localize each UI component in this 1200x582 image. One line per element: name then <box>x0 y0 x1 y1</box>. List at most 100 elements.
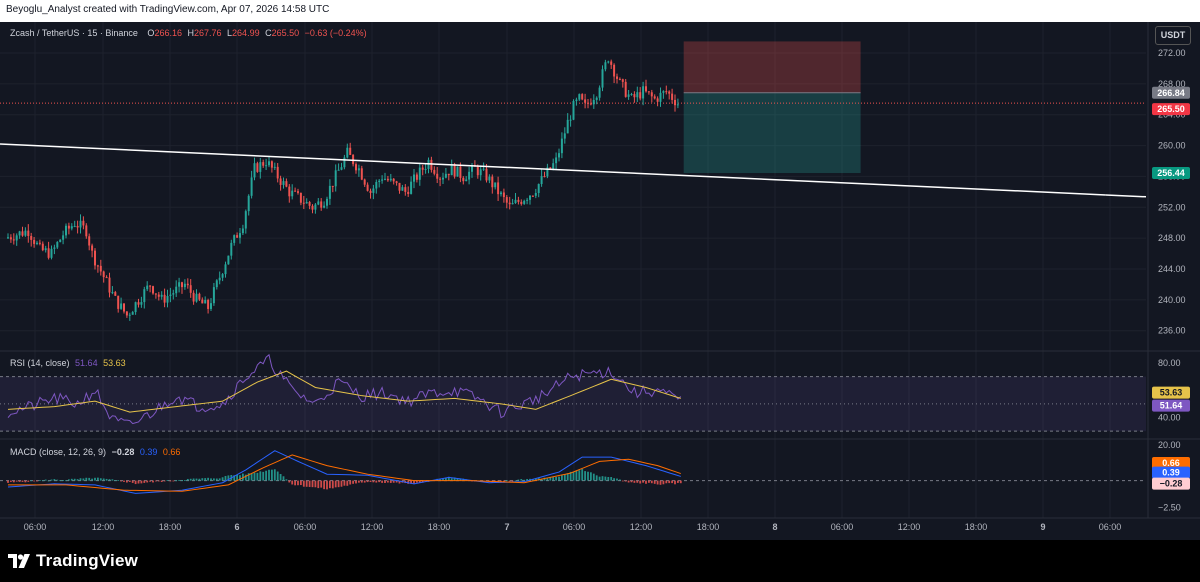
candle-body-197 <box>578 94 581 100</box>
candle-body-30 <box>94 250 96 266</box>
candle-body-132 <box>389 178 392 181</box>
target-price-tag: 256.44 <box>1157 168 1185 178</box>
candle-body-146 <box>430 159 433 170</box>
macd-hist-bar-51 <box>155 480 157 482</box>
candle-body-68 <box>204 299 207 304</box>
candle-body-81 <box>241 228 244 234</box>
low-value: 264.99 <box>232 28 260 38</box>
candle-body-116 <box>343 157 346 168</box>
stop-loss-zone <box>683 41 861 93</box>
macd-hist-bar-140 <box>413 480 415 484</box>
currency-button[interactable]: USDT <box>1155 26 1191 45</box>
candle-body-229 <box>671 93 674 100</box>
candle-body-117 <box>346 147 349 158</box>
macd-label[interactable]: MACD (close, 12, 26, 9) <box>10 447 107 457</box>
candle-body-210 <box>616 76 618 79</box>
macd-hist-bar-20 <box>65 480 67 482</box>
candle-body-17 <box>56 242 59 248</box>
macd-hist-bar-125 <box>369 480 372 483</box>
macd-hist-bar-9 <box>33 480 35 482</box>
macd-hist-bar-223 <box>653 480 656 484</box>
macd-hist-bar-104 <box>308 480 311 487</box>
candle-body-125 <box>369 190 372 193</box>
price-tick-label: 272.00 <box>1158 48 1186 58</box>
time-tick-label: 6 <box>234 522 239 532</box>
candle-body-121 <box>357 168 360 171</box>
macd-hist-bar-107 <box>317 480 320 489</box>
macd-hist-bar-96 <box>285 479 288 481</box>
rsi-label[interactable]: RSI (14, close) <box>10 358 70 368</box>
candle-body-153 <box>450 164 453 176</box>
low-label: L <box>227 28 233 38</box>
candle-body-179 <box>526 199 529 201</box>
candle-body-29 <box>91 245 94 251</box>
macd-hist-bar-134 <box>395 480 398 483</box>
tradingview-logo[interactable]: TradingView <box>8 551 138 571</box>
candle-body-171 <box>502 192 505 198</box>
candle-body-221 <box>647 91 650 93</box>
candle-body-65 <box>195 293 198 302</box>
candle-body-185 <box>543 176 546 178</box>
candle-body-230 <box>674 99 676 106</box>
macd-hist-tag-bg <box>1152 477 1190 490</box>
macd-hist-bar-98 <box>291 480 294 485</box>
macd-hist-bar-72 <box>215 478 218 481</box>
candle-body-21 <box>67 225 70 229</box>
candle-body-130 <box>384 178 386 180</box>
take-profit-zone <box>683 92 861 174</box>
macd-hist-bar-47 <box>143 480 146 483</box>
candle-body-155 <box>456 166 459 177</box>
macd-hist-bar-172 <box>505 480 508 481</box>
macd-hist-bar-68 <box>204 478 207 481</box>
candle-body-111 <box>328 185 331 199</box>
macd-hist-bar-153 <box>450 478 453 481</box>
candle-body-66 <box>198 293 201 300</box>
price-tick-label: 248.00 <box>1158 233 1186 243</box>
macd-hist-bar-4 <box>18 480 21 482</box>
candle-body-214 <box>627 94 630 97</box>
candle-body-200 <box>587 102 589 104</box>
macd-hist-bar-32 <box>99 478 102 481</box>
candle-body-108 <box>320 201 323 208</box>
macd-hist-bar-1 <box>10 480 12 482</box>
macd-hist-bar-7 <box>27 480 30 482</box>
candle-body-43 <box>131 312 134 315</box>
candle-body-3 <box>15 235 18 241</box>
time-tick-label: 12:00 <box>898 522 921 532</box>
candle-body-82 <box>244 211 247 229</box>
macd-hist-bar-168 <box>494 480 497 482</box>
symbol-name[interactable]: Zcash / TetherUS · 15 · Binance <box>10 28 138 38</box>
macd-hist-bar-118 <box>349 480 352 485</box>
candle-body-222 <box>650 92 653 97</box>
macd-hist-bar-178 <box>523 479 526 481</box>
candle-body-9 <box>33 239 36 244</box>
candle-body-215 <box>630 94 633 96</box>
open-value: 266.16 <box>154 28 182 38</box>
candle-body-218 <box>639 92 642 99</box>
candle-body-202 <box>592 99 595 105</box>
candle-body-135 <box>398 182 401 191</box>
macd-hist-bar-49 <box>149 480 151 482</box>
candle-body-105 <box>311 205 314 210</box>
time-tick-label: 12:00 <box>630 522 653 532</box>
candle-body-24 <box>76 225 79 228</box>
candle-body-80 <box>239 233 241 238</box>
macd-hist-bar-142 <box>418 480 421 483</box>
candle-body-31 <box>96 265 99 267</box>
candle-body-45 <box>137 302 140 305</box>
macd-hist-bar-220 <box>645 480 647 484</box>
chart-area[interactable]: 272.00268.00264.00260.00256.00252.00248.… <box>0 22 1200 540</box>
macd-hist-bar-115 <box>340 480 343 487</box>
macd-hist-bar-6 <box>24 480 27 483</box>
candle-body-104 <box>308 202 311 206</box>
chart-canvas[interactable]: 272.00268.00264.00260.00256.00252.00248.… <box>0 22 1200 540</box>
macd-hist-bar-141 <box>416 480 418 483</box>
macd-hist-bar-3 <box>15 480 18 482</box>
macd-hist-bar-203 <box>595 475 598 481</box>
macd-hist-bar-40 <box>123 480 125 482</box>
time-tick-label: 06:00 <box>831 522 854 532</box>
macd-hist-bar-216 <box>633 480 636 483</box>
macd-hist-bar-114 <box>337 480 340 488</box>
brand-name: TradingView <box>36 551 139 570</box>
candle-body-226 <box>662 91 665 93</box>
